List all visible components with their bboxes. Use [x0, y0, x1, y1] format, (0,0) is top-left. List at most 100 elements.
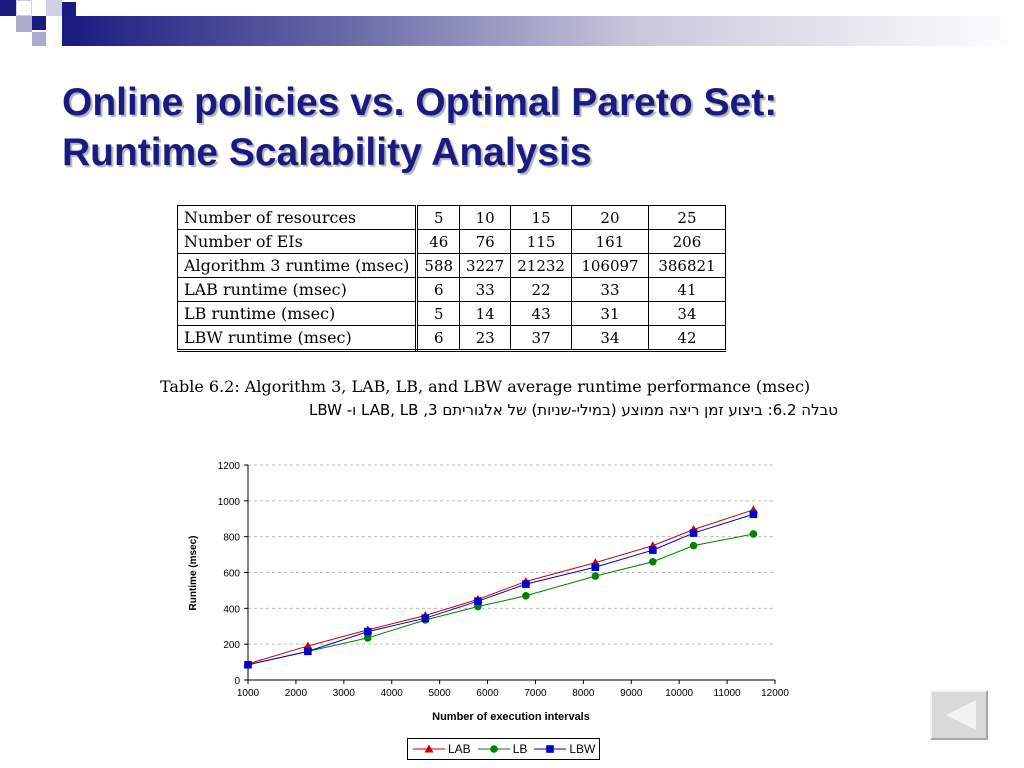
- x-tick-label: 11000: [714, 688, 742, 699]
- table-cell: 37: [510, 325, 572, 352]
- y-tick-label: 200: [223, 640, 240, 651]
- table-cell: 34: [570, 325, 649, 352]
- table-cell: 31: [570, 301, 649, 326]
- data-point-lb: [689, 541, 698, 550]
- table-cell: 206: [647, 229, 726, 254]
- table-row: Number of resources 5 10 15 20 25: [176, 205, 726, 230]
- table-cell: 115: [510, 229, 572, 254]
- table-cell: 15: [510, 205, 572, 230]
- data-point-lbw: [474, 597, 482, 605]
- data-point-lb: [749, 530, 758, 538]
- table-cell: 34: [647, 301, 726, 326]
- y-tick-label: 600: [223, 569, 240, 580]
- legend-item-lb: LB: [477, 742, 527, 756]
- table-cell: 6: [416, 325, 461, 352]
- data-point-lbw: [363, 627, 372, 636]
- legend-marker: [546, 745, 555, 753]
- legend-swatch-lbw: [534, 745, 567, 753]
- table-cell: 10: [459, 205, 512, 230]
- x-tick-label: 10000: [665, 688, 693, 699]
- chart-grid: [248, 464, 775, 645]
- previous-slide-button[interactable]: [930, 690, 988, 740]
- table-cell: 5: [416, 205, 461, 230]
- table-row: Algorithm 3 runtime (msec) 588 3227 21232 10…: [176, 253, 726, 278]
- legend-swatch-lb: [477, 745, 510, 753]
- y-tick-label: 0: [234, 676, 240, 687]
- table-cell: 22: [510, 277, 572, 302]
- table-row: Number of EIs 46 76 115 161 206: [176, 229, 726, 254]
- table-cell: 33: [459, 277, 512, 302]
- deco-square: [16, 16, 32, 32]
- data-point-lbw: [421, 614, 430, 622]
- deco-square: [46, 0, 62, 16]
- x-tick-label: 6000: [476, 688, 499, 699]
- legend-swatch-lab: [413, 744, 445, 753]
- x-tick-label: 7000: [524, 688, 547, 699]
- table-caption-hebrew: טבלה 6.2: ביצוע זמן ריצה ממוצע (במילי-שנ…: [309, 401, 838, 419]
- x-tick-label: 9000: [620, 688, 643, 699]
- top-rule: [62, 16, 1022, 46]
- table-cell: 25: [647, 205, 726, 230]
- x-tick-label: 2000: [285, 688, 308, 699]
- table-caption-english: Table 6.2: Algorithm 3, LAB, LB, and LBW…: [160, 377, 811, 396]
- data-point-lbw: [649, 546, 657, 554]
- table-cell: 14: [459, 301, 512, 326]
- legend-label: LBW: [569, 742, 596, 756]
- legend-marker: [489, 745, 498, 753]
- legend-item-lbw: LBW: [533, 742, 595, 756]
- deco-square: [0, 0, 16, 16]
- title-line-1: Online policies vs. Optimal Pareto Set:: [62, 81, 778, 124]
- y-axis-label: Runtime (msec): [188, 535, 199, 610]
- table-cell: 20: [570, 205, 649, 230]
- slide-title: Online policies vs. Optimal Pareto Set: …: [62, 78, 962, 178]
- table-cell: 161: [570, 229, 649, 254]
- row-label: Number of resources: [176, 205, 419, 230]
- chart-axes: 0 200 400 600 800 1000 1200 1000 2000 3000 4000 500…: [218, 461, 790, 699]
- table-cell: 106097: [570, 253, 649, 278]
- row-label: Algorithm 3 runtime (msec): [176, 253, 419, 278]
- data-point-lbw: [689, 529, 698, 537]
- data-point-lbw: [591, 563, 600, 571]
- table-cell: 6: [416, 277, 461, 302]
- table-row: LBW runtime (msec) 6 23 37 34 42: [176, 325, 726, 352]
- y-tick-label: 1000: [218, 497, 241, 508]
- series-line-lb: [247, 533, 754, 666]
- deco-square: [32, 32, 46, 46]
- data-point-lb: [522, 591, 530, 600]
- y-tick-label: 1200: [218, 461, 241, 472]
- runtime-table: Number of resources 5 10 15 20 25 Number of EI…: [176, 205, 726, 352]
- x-tick-label: 5000: [429, 688, 452, 699]
- x-tick-label: 4000: [381, 688, 404, 699]
- x-tick-label: 8000: [572, 688, 595, 699]
- table-cell: 23: [459, 325, 512, 352]
- table-cell: 588: [416, 253, 461, 278]
- chart-series: [243, 505, 758, 669]
- x-axis-label: Number of execution intervals: [432, 711, 590, 723]
- table-cell: 42: [647, 325, 726, 352]
- x-tick-label: 1000: [237, 688, 260, 699]
- x-tick-label: 12000: [761, 688, 789, 699]
- table-cell: 21232: [510, 253, 572, 278]
- data-point-lbw: [304, 647, 312, 656]
- legend-marker: [424, 744, 434, 753]
- data-point-lb: [649, 557, 657, 566]
- table-cell: 43: [510, 301, 572, 326]
- row-label: LAB runtime (msec): [176, 277, 419, 302]
- row-label: LBW runtime (msec): [176, 325, 419, 352]
- table-row: LAB runtime (msec) 6 33 22 33 41: [176, 277, 726, 302]
- deco-square: [62, 2, 76, 16]
- table-cell: 3227: [459, 253, 512, 278]
- y-tick-label: 800: [223, 533, 240, 544]
- y-tick-label: 400: [223, 604, 240, 615]
- runtime-chart: 0 200 400 600 800 1000 1200 1000 2000 3000 4000 500…: [188, 461, 790, 723]
- deco-square: [32, 16, 46, 30]
- legend-label: LAB: [448, 742, 471, 756]
- table-cell: 76: [459, 229, 512, 254]
- data-point-lbw: [244, 660, 252, 669]
- title-line-2: Runtime Scalability Analysis: [62, 131, 592, 174]
- data-point-lbw: [749, 510, 758, 519]
- table-cell: 5: [416, 301, 461, 326]
- x-tick-label: 3000: [333, 688, 356, 699]
- data-point-lb: [363, 634, 372, 642]
- back-arrow-icon: [946, 700, 976, 730]
